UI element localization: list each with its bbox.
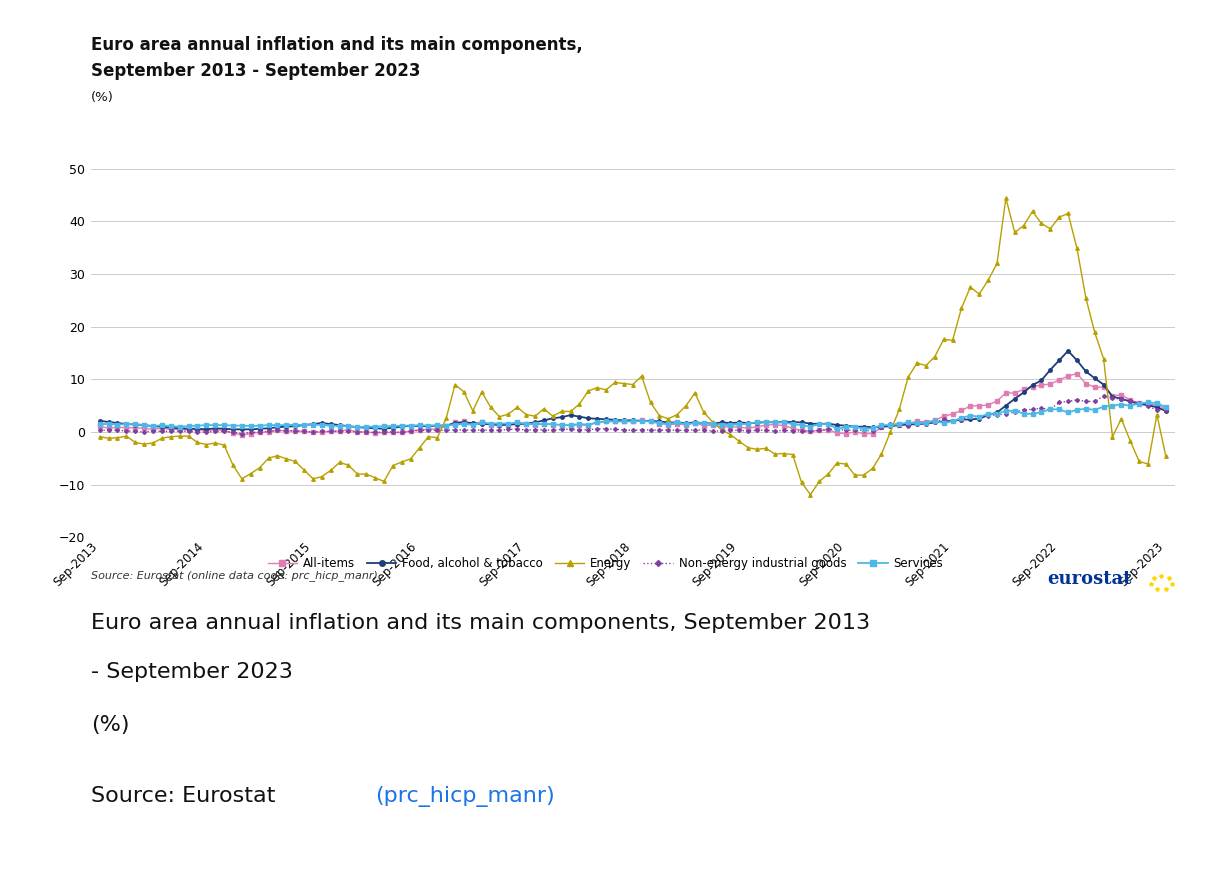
Energy <box>1106 432 1120 442</box>
Non-energy industrial goods <box>235 428 249 439</box>
Non-energy industrial goods <box>350 426 365 437</box>
All-items <box>1106 391 1120 401</box>
Energy <box>92 432 107 442</box>
Food, alcohol & tobacco <box>768 417 782 428</box>
Energy <box>803 489 817 500</box>
Food, alcohol & tobacco <box>208 423 223 433</box>
Energy <box>821 469 836 480</box>
Text: eurostat: eurostat <box>1048 570 1132 588</box>
Text: September 2013 - September 2023: September 2013 - September 2023 <box>91 62 420 80</box>
Services <box>1096 401 1110 412</box>
Text: (%): (%) <box>91 91 114 104</box>
Food, alcohol & tobacco <box>1061 345 1075 356</box>
Services <box>342 421 356 432</box>
Non-energy industrial goods <box>1159 405 1173 416</box>
Energy <box>199 440 213 450</box>
Food, alcohol & tobacco <box>1106 392 1120 402</box>
Energy <box>545 411 559 422</box>
Food, alcohol & tobacco <box>555 412 569 423</box>
Food, alcohol & tobacco <box>92 416 107 426</box>
Energy <box>1159 451 1173 462</box>
Non-energy industrial goods <box>199 426 213 437</box>
Non-energy industrial goods <box>1106 392 1120 403</box>
Non-energy industrial goods <box>821 424 836 434</box>
Services <box>759 416 774 427</box>
Line: Non-energy industrial goods: Non-energy industrial goods <box>98 395 1167 435</box>
Services <box>1159 402 1173 413</box>
Non-energy industrial goods <box>92 425 107 436</box>
Non-energy industrial goods <box>768 425 782 436</box>
Text: Source: Eurostat: Source: Eurostat <box>91 786 282 806</box>
Energy <box>342 460 356 471</box>
Services <box>1141 397 1155 408</box>
Food, alcohol & tobacco <box>1159 406 1173 416</box>
Non-energy industrial goods <box>555 424 569 434</box>
Line: Services: Services <box>98 400 1167 431</box>
All-items <box>350 426 365 437</box>
Text: (prc_hicp_manr): (prc_hicp_manr) <box>375 786 555 807</box>
Food, alcohol & tobacco <box>350 422 365 432</box>
Energy <box>759 443 774 454</box>
Food, alcohol & tobacco <box>199 424 213 434</box>
Text: Euro area annual inflation and its main components, September 2013: Euro area annual inflation and its main … <box>91 613 869 633</box>
Energy <box>999 193 1014 203</box>
All-items <box>555 419 569 430</box>
All-items <box>235 430 249 440</box>
All-items <box>768 419 782 430</box>
Food, alcohol & tobacco <box>821 418 836 429</box>
All-items <box>1069 369 1084 379</box>
Line: All-items: All-items <box>98 372 1167 437</box>
Line: Food, alcohol & tobacco: Food, alcohol & tobacco <box>98 349 1167 431</box>
All-items <box>92 421 107 432</box>
Text: Euro area annual inflation and its main components,: Euro area annual inflation and its main … <box>91 36 582 53</box>
All-items <box>199 425 213 436</box>
Services <box>92 419 107 430</box>
Services <box>813 419 827 430</box>
All-items <box>821 424 836 435</box>
Legend: All-items, Food, alcohol & tobacco, Energy, Non-energy industrial goods, Service: All-items, Food, alcohol & tobacco, Ener… <box>263 552 948 575</box>
Text: Source: Eurostat (online data code: prc_hicp_manr): Source: Eurostat (online data code: prc_… <box>91 570 378 581</box>
Services <box>545 419 559 430</box>
Text: (%): (%) <box>91 715 130 735</box>
All-items <box>1159 404 1173 415</box>
Non-energy industrial goods <box>1096 391 1110 401</box>
Text: - September 2023: - September 2023 <box>91 662 293 682</box>
Services <box>199 420 213 431</box>
Services <box>830 424 844 434</box>
Line: Energy: Energy <box>98 196 1167 496</box>
